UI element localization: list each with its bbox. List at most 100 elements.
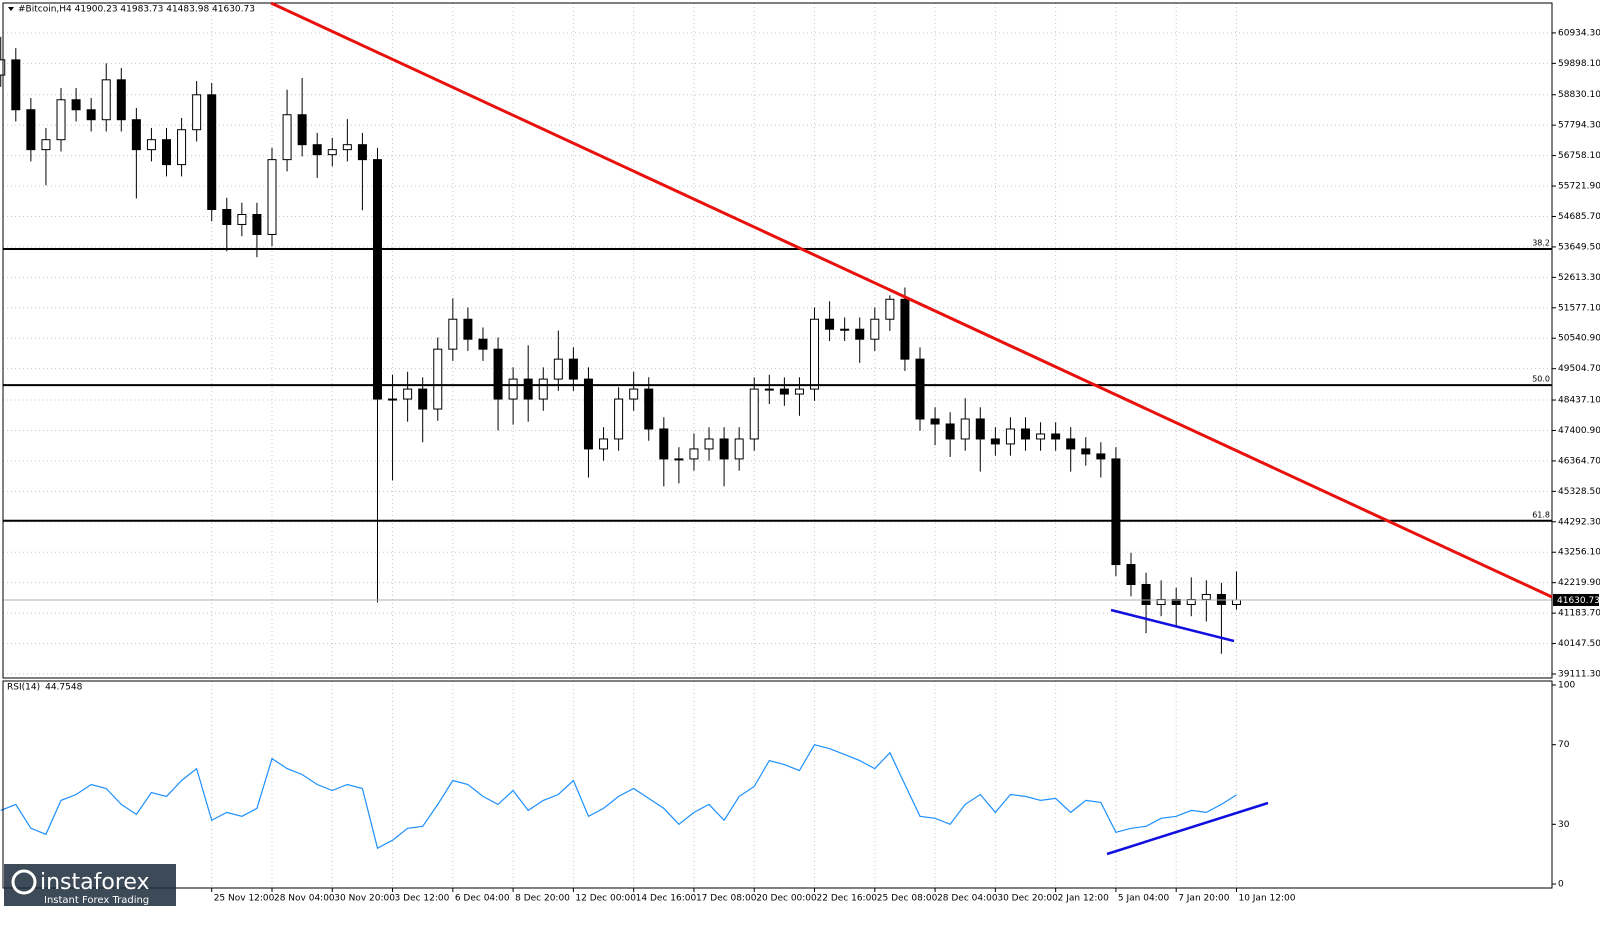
level-label: 61.8 <box>1532 510 1550 519</box>
x-tick-label: 10 Jan 12:00 <box>1238 894 1295 904</box>
candle-body <box>11 59 21 111</box>
candle-body <box>192 94 202 131</box>
candle-body <box>372 159 382 400</box>
candle-body <box>855 328 865 340</box>
candle-body <box>990 438 1000 445</box>
y-tick-label: 60934.30 <box>1558 28 1600 38</box>
level-label: 38.2 <box>1532 238 1550 247</box>
y-tick-label: 57794.30 <box>1558 121 1600 131</box>
y-tick-label: 50540.90 <box>1558 334 1600 344</box>
y-tick-label: 53649.50 <box>1558 242 1600 252</box>
x-tick-label: 20 Dec 00:00 <box>756 894 817 904</box>
y-tick-label: 56758.10 <box>1558 151 1600 161</box>
candle-body <box>1141 583 1151 605</box>
y-tick-label: 54685.70 <box>1558 212 1600 222</box>
candle-body <box>1020 428 1030 440</box>
rsi-panel-border <box>2 680 1553 889</box>
candle-body <box>342 144 352 151</box>
candle-body <box>1081 448 1091 455</box>
y-tick-label: 70 <box>1558 740 1570 750</box>
y-tick-label: 47400.90 <box>1558 426 1600 436</box>
candle-body <box>734 438 744 460</box>
candle-body <box>222 209 232 225</box>
candle-body <box>674 458 684 461</box>
candle-body <box>870 318 880 340</box>
x-tick-label: 28 Nov 04:00 <box>274 894 335 904</box>
candle-body <box>523 378 533 400</box>
candle-body <box>945 423 955 440</box>
y-tick-label: 0 <box>1558 880 1564 890</box>
y-tick-label: 48437.10 <box>1558 396 1600 406</box>
marks-layer <box>0 36 1552 850</box>
current-price-label: 41630.73 <box>1557 596 1600 606</box>
level-label: 50.0 <box>1532 375 1550 384</box>
candle-body <box>162 139 172 166</box>
candle-body <box>1096 453 1106 460</box>
candle-body <box>930 418 940 425</box>
y-tick-label: 39111.30 <box>1558 669 1600 679</box>
candle-body <box>659 428 669 460</box>
y-tick-label: 44292.30 <box>1558 517 1600 527</box>
x-tick-label: 30 Dec 20:00 <box>997 894 1058 904</box>
y-tick-label: 58830.10 <box>1558 90 1600 100</box>
current-price-box <box>1553 593 1599 606</box>
candle-body <box>1126 564 1136 585</box>
price-panel-border <box>2 2 1553 679</box>
x-tick-label: 5 Jan 04:00 <box>1118 894 1170 904</box>
candle-body <box>0 59 6 76</box>
y-tick-label: 43256.10 <box>1558 548 1600 558</box>
x-tick-label: 25 Nov 12:00 <box>214 894 275 904</box>
candle-body <box>960 418 970 440</box>
x-tick-label: 17 Dec 08:00 <box>696 894 757 904</box>
y-tick-label: 42219.90 <box>1558 578 1600 588</box>
candle-body <box>41 139 51 151</box>
y-tick-label: 51577.10 <box>1558 303 1600 313</box>
y-tick-label: 52613.30 <box>1558 273 1600 283</box>
candle-body <box>493 348 503 400</box>
candle-body <box>388 398 398 401</box>
x-tick-label: 7 Jan 20:00 <box>1178 894 1230 904</box>
resistance-trendline <box>270 1 1553 599</box>
y-tick-label: 46364.70 <box>1558 456 1600 466</box>
candle-body <box>568 358 578 380</box>
rsi-divergence-line <box>1106 801 1269 856</box>
x-tick-label: 28 Dec 04:00 <box>937 894 998 904</box>
x-tick-label: 6 Dec 04:00 <box>455 894 510 904</box>
candle-body <box>207 94 217 211</box>
candle-body <box>312 144 322 156</box>
candle-body <box>794 388 804 395</box>
x-tick-label: 8 Dec 20:00 <box>515 894 570 904</box>
y-tick-label: 45328.50 <box>1558 487 1600 497</box>
rsi-line <box>0 744 1237 850</box>
candle-body <box>583 378 593 450</box>
candle-body <box>629 388 639 400</box>
y-tick-label: 40147.50 <box>1558 639 1600 649</box>
candle-body <box>1216 593 1226 605</box>
y-tick-label: 49504.70 <box>1558 364 1600 374</box>
candle-body <box>764 388 774 391</box>
candle-body <box>282 114 292 161</box>
candle-body <box>1156 598 1166 605</box>
candle-body <box>599 438 609 450</box>
y-tick-label: 100 <box>1558 680 1575 690</box>
candle-body <box>146 139 156 151</box>
candle-body <box>689 448 699 460</box>
x-tick-label: 22 Dec 16:00 <box>817 894 878 904</box>
candle-body <box>1186 598 1196 605</box>
candle-body <box>749 388 759 440</box>
candle-body <box>508 378 518 400</box>
candle-body <box>644 388 654 430</box>
candle-body <box>71 99 81 111</box>
y-tick-label: 55721.90 <box>1558 182 1600 192</box>
y-tick-label: 59898.10 <box>1558 59 1600 69</box>
candle-body <box>900 298 910 360</box>
y-tick-label: 41183.70 <box>1558 609 1600 619</box>
candle-body <box>252 214 262 235</box>
x-tick-label: 14 Dec 16:00 <box>636 894 697 904</box>
candle-body <box>1171 598 1181 605</box>
candle-body <box>478 338 488 350</box>
candle-body <box>86 109 96 121</box>
